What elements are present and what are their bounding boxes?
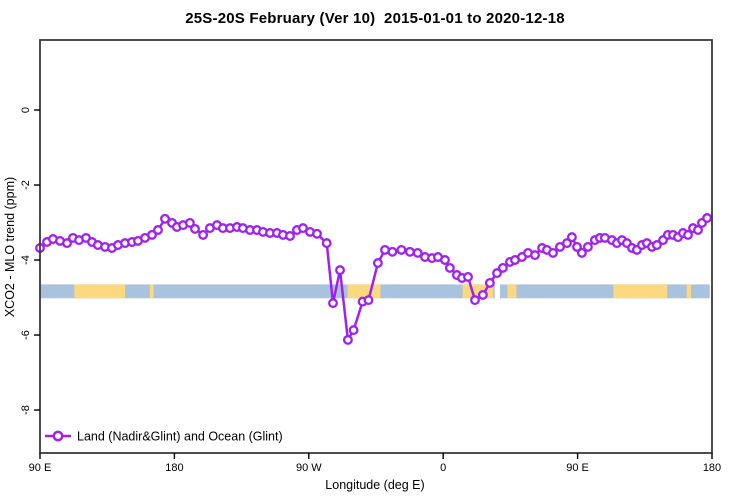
data-point-marker <box>548 247 558 258</box>
data-point-marker <box>147 229 157 240</box>
data-point-marker <box>321 238 332 249</box>
data-point-marker <box>702 213 713 223</box>
data-point-marker <box>470 295 480 306</box>
data-point-marker <box>160 213 170 224</box>
land-band-segment <box>613 284 668 299</box>
data-point-marker <box>492 268 502 279</box>
y-axis-label: XCO2 - MLO trend (ppm) <box>3 177 17 317</box>
data-point-marker <box>412 247 423 258</box>
data-point-marker <box>477 289 488 300</box>
data-point-marker <box>198 229 209 240</box>
data-point-marker <box>582 241 593 252</box>
data-point-marker <box>562 238 572 249</box>
data-point-marker <box>190 223 200 234</box>
data-point-marker <box>396 244 407 255</box>
x-tick-label: 180 <box>165 462 183 474</box>
data-point-marker <box>444 262 455 273</box>
chart-title: 25S-20S February (Ver 10) 2015-01-01 to … <box>185 10 565 27</box>
land-band-segment <box>149 284 154 299</box>
y-tick-label: 0 <box>20 107 32 113</box>
axis-ticks-layer: 90 E 180 90 W 0 90 E 180 0 -2 -4 -6 -8 <box>20 107 721 474</box>
plot-frame-layer <box>39 39 713 454</box>
land-band-segment <box>507 284 517 299</box>
data-point-marker <box>572 241 582 252</box>
data-point-marker <box>62 238 72 249</box>
data-point-marker <box>463 271 473 282</box>
band-gap <box>494 283 500 299</box>
data-point-marker <box>693 225 703 235</box>
data-point-marker <box>312 228 322 239</box>
data-point-marker <box>484 277 495 288</box>
y-tick-label: -4 <box>20 255 32 265</box>
data-point-marker <box>576 247 587 258</box>
legend-label: Land (Nadir&Glint) and Ocean (Glint) <box>77 430 283 444</box>
data-point-marker <box>387 246 398 257</box>
data-point-marker <box>497 262 508 273</box>
x-tick-label: 90 W <box>296 462 322 474</box>
data-point-marker <box>404 246 415 257</box>
data-point-marker <box>328 298 338 309</box>
data-point-marker <box>342 334 353 345</box>
data-point-marker <box>285 231 295 241</box>
x-tick-label: 90 E <box>566 462 589 474</box>
data-point-marker <box>530 250 540 261</box>
legend: Land (Nadir&Glint) and Ocean (Glint) <box>45 430 283 444</box>
data-point-marker <box>651 240 662 250</box>
data-point-marker <box>363 295 374 306</box>
data-point-marker <box>683 229 693 240</box>
x-tick-label: 0 <box>440 462 446 474</box>
land-band-segment <box>347 284 381 299</box>
data-point-marker <box>555 241 565 252</box>
legend-open-circle-marker <box>52 430 64 442</box>
data-series-layer <box>35 213 713 345</box>
data-point-marker <box>440 255 450 265</box>
x-axis-label: Longitude (deg E) <box>325 478 424 492</box>
x-tick-label: 90 E <box>29 462 52 474</box>
data-point-marker <box>372 258 383 268</box>
y-tick-label: -8 <box>20 405 32 415</box>
y-tick-label: -2 <box>20 180 32 190</box>
data-point-marker <box>298 223 308 234</box>
land-band-segment <box>74 284 126 299</box>
data-point-marker <box>335 265 345 276</box>
data-point-marker <box>566 232 577 243</box>
plot-frame <box>39 39 713 454</box>
data-point-marker <box>153 225 163 235</box>
land-band-segment <box>686 284 692 299</box>
data-point-marker <box>348 325 359 336</box>
data-point-marker <box>184 217 195 228</box>
y-tick-label: -6 <box>20 330 32 340</box>
surface-band-layer <box>40 283 710 299</box>
x-tick-label: 180 <box>703 462 721 474</box>
